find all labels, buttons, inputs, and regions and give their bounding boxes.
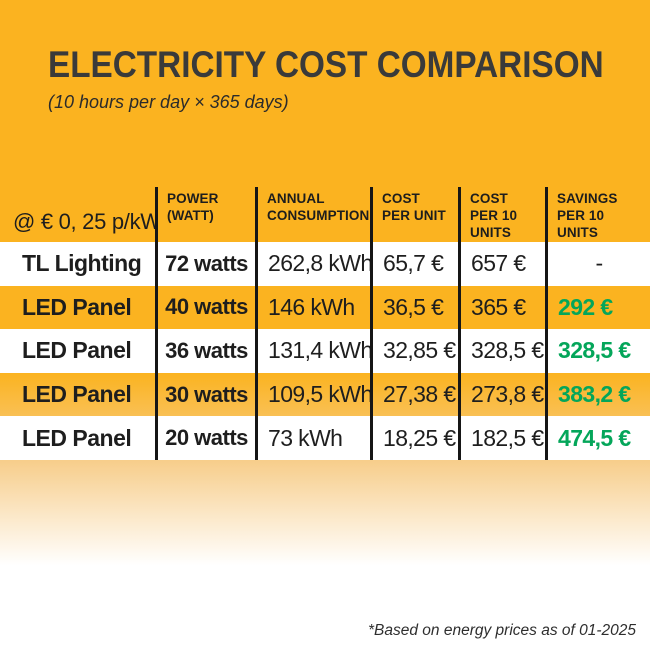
cell-consumption: 109,5 kWh — [255, 372, 370, 417]
cell-power: 72 watts — [155, 242, 255, 286]
cell-product: LED Panel — [22, 381, 132, 408]
cell-cost-per-unit: 36,5 € — [370, 285, 458, 330]
cell-power: 36 watts — [155, 329, 255, 373]
column-header-savings: SAVINGS PER 10 UNITS — [545, 187, 650, 242]
column-header-power: POWER (WATT) — [155, 187, 255, 242]
cell-savings: 328,5 € — [545, 329, 650, 373]
column-header-line: UNITS — [470, 225, 511, 240]
cell-cost-per-10: 657 € — [458, 242, 545, 286]
cell-cost-per-10: 273,8 € — [458, 372, 545, 417]
column-header-line: COST — [470, 191, 508, 206]
column-header-line: CONSUMPTION — [267, 208, 370, 223]
cell-consumption: 131,4 kWh — [255, 329, 370, 373]
cell-power: 30 watts — [155, 372, 255, 417]
cell-consumption: 73 kWh — [255, 416, 370, 460]
column-header-line: (WATT) — [167, 208, 214, 223]
column-header-line: PER 10 — [557, 208, 605, 223]
cell-power: 40 watts — [155, 285, 255, 330]
cell-cost-per-10: 365 € — [458, 285, 545, 330]
footnote-text: *Based on energy prices as of 01-2025 — [368, 622, 636, 639]
column-header-line: SAVINGS — [557, 191, 618, 206]
cell-consumption: 146 kWh — [255, 285, 370, 330]
cell-cost-per-unit: 27,38 € — [370, 372, 458, 417]
rate-per-kwh-label: @ € 0, 25 p/kWh — [13, 209, 155, 234]
cell-cost-per-unit: 32,85 € — [370, 329, 458, 373]
column-header-cost-per-unit: COST PER UNIT — [370, 187, 458, 242]
cell-cost-per-10: 182,5 € — [458, 416, 545, 460]
cell-product: TL Lighting — [0, 242, 155, 286]
cell-savings: 474,5 € — [545, 416, 650, 460]
column-header-line: POWER — [167, 191, 219, 206]
column-header-line: COST — [382, 191, 420, 206]
cell-product: LED Panel — [0, 329, 155, 373]
column-header-line: PER 10 — [470, 208, 518, 223]
cell-product: LED Panel — [22, 293, 132, 320]
cell-savings: 292 € — [545, 285, 650, 330]
cell-product: LED Panel — [0, 416, 155, 460]
page-subtitle: (10 hours per day × 365 days) — [48, 92, 289, 112]
column-header-line: UNITS — [557, 225, 598, 240]
column-header-line: PER UNIT — [382, 208, 446, 223]
cell-savings: 383,2 € — [545, 372, 650, 417]
column-header-cost-per-10: COST PER 10 UNITS — [458, 187, 545, 242]
column-header-consumption: ANNUAL CONSUMPTION — [255, 187, 370, 242]
cell-power: 20 watts — [155, 416, 255, 460]
comparison-table: @ € 0, 25 p/kWh POWER (WATT) ANNUAL CONS… — [0, 187, 650, 460]
cell-consumption: 262,8 kWh — [255, 242, 370, 286]
cell-savings: - — [545, 242, 650, 286]
cell-cost-per-unit: 18,25 € — [370, 416, 458, 460]
cell-cost-per-unit: 65,7 € — [370, 242, 458, 286]
cell-cost-per-10: 328,5 € — [458, 329, 545, 373]
page-title: ELECTRICITY COST COMPARISON — [48, 44, 604, 85]
column-header-line: ANNUAL — [267, 191, 325, 206]
